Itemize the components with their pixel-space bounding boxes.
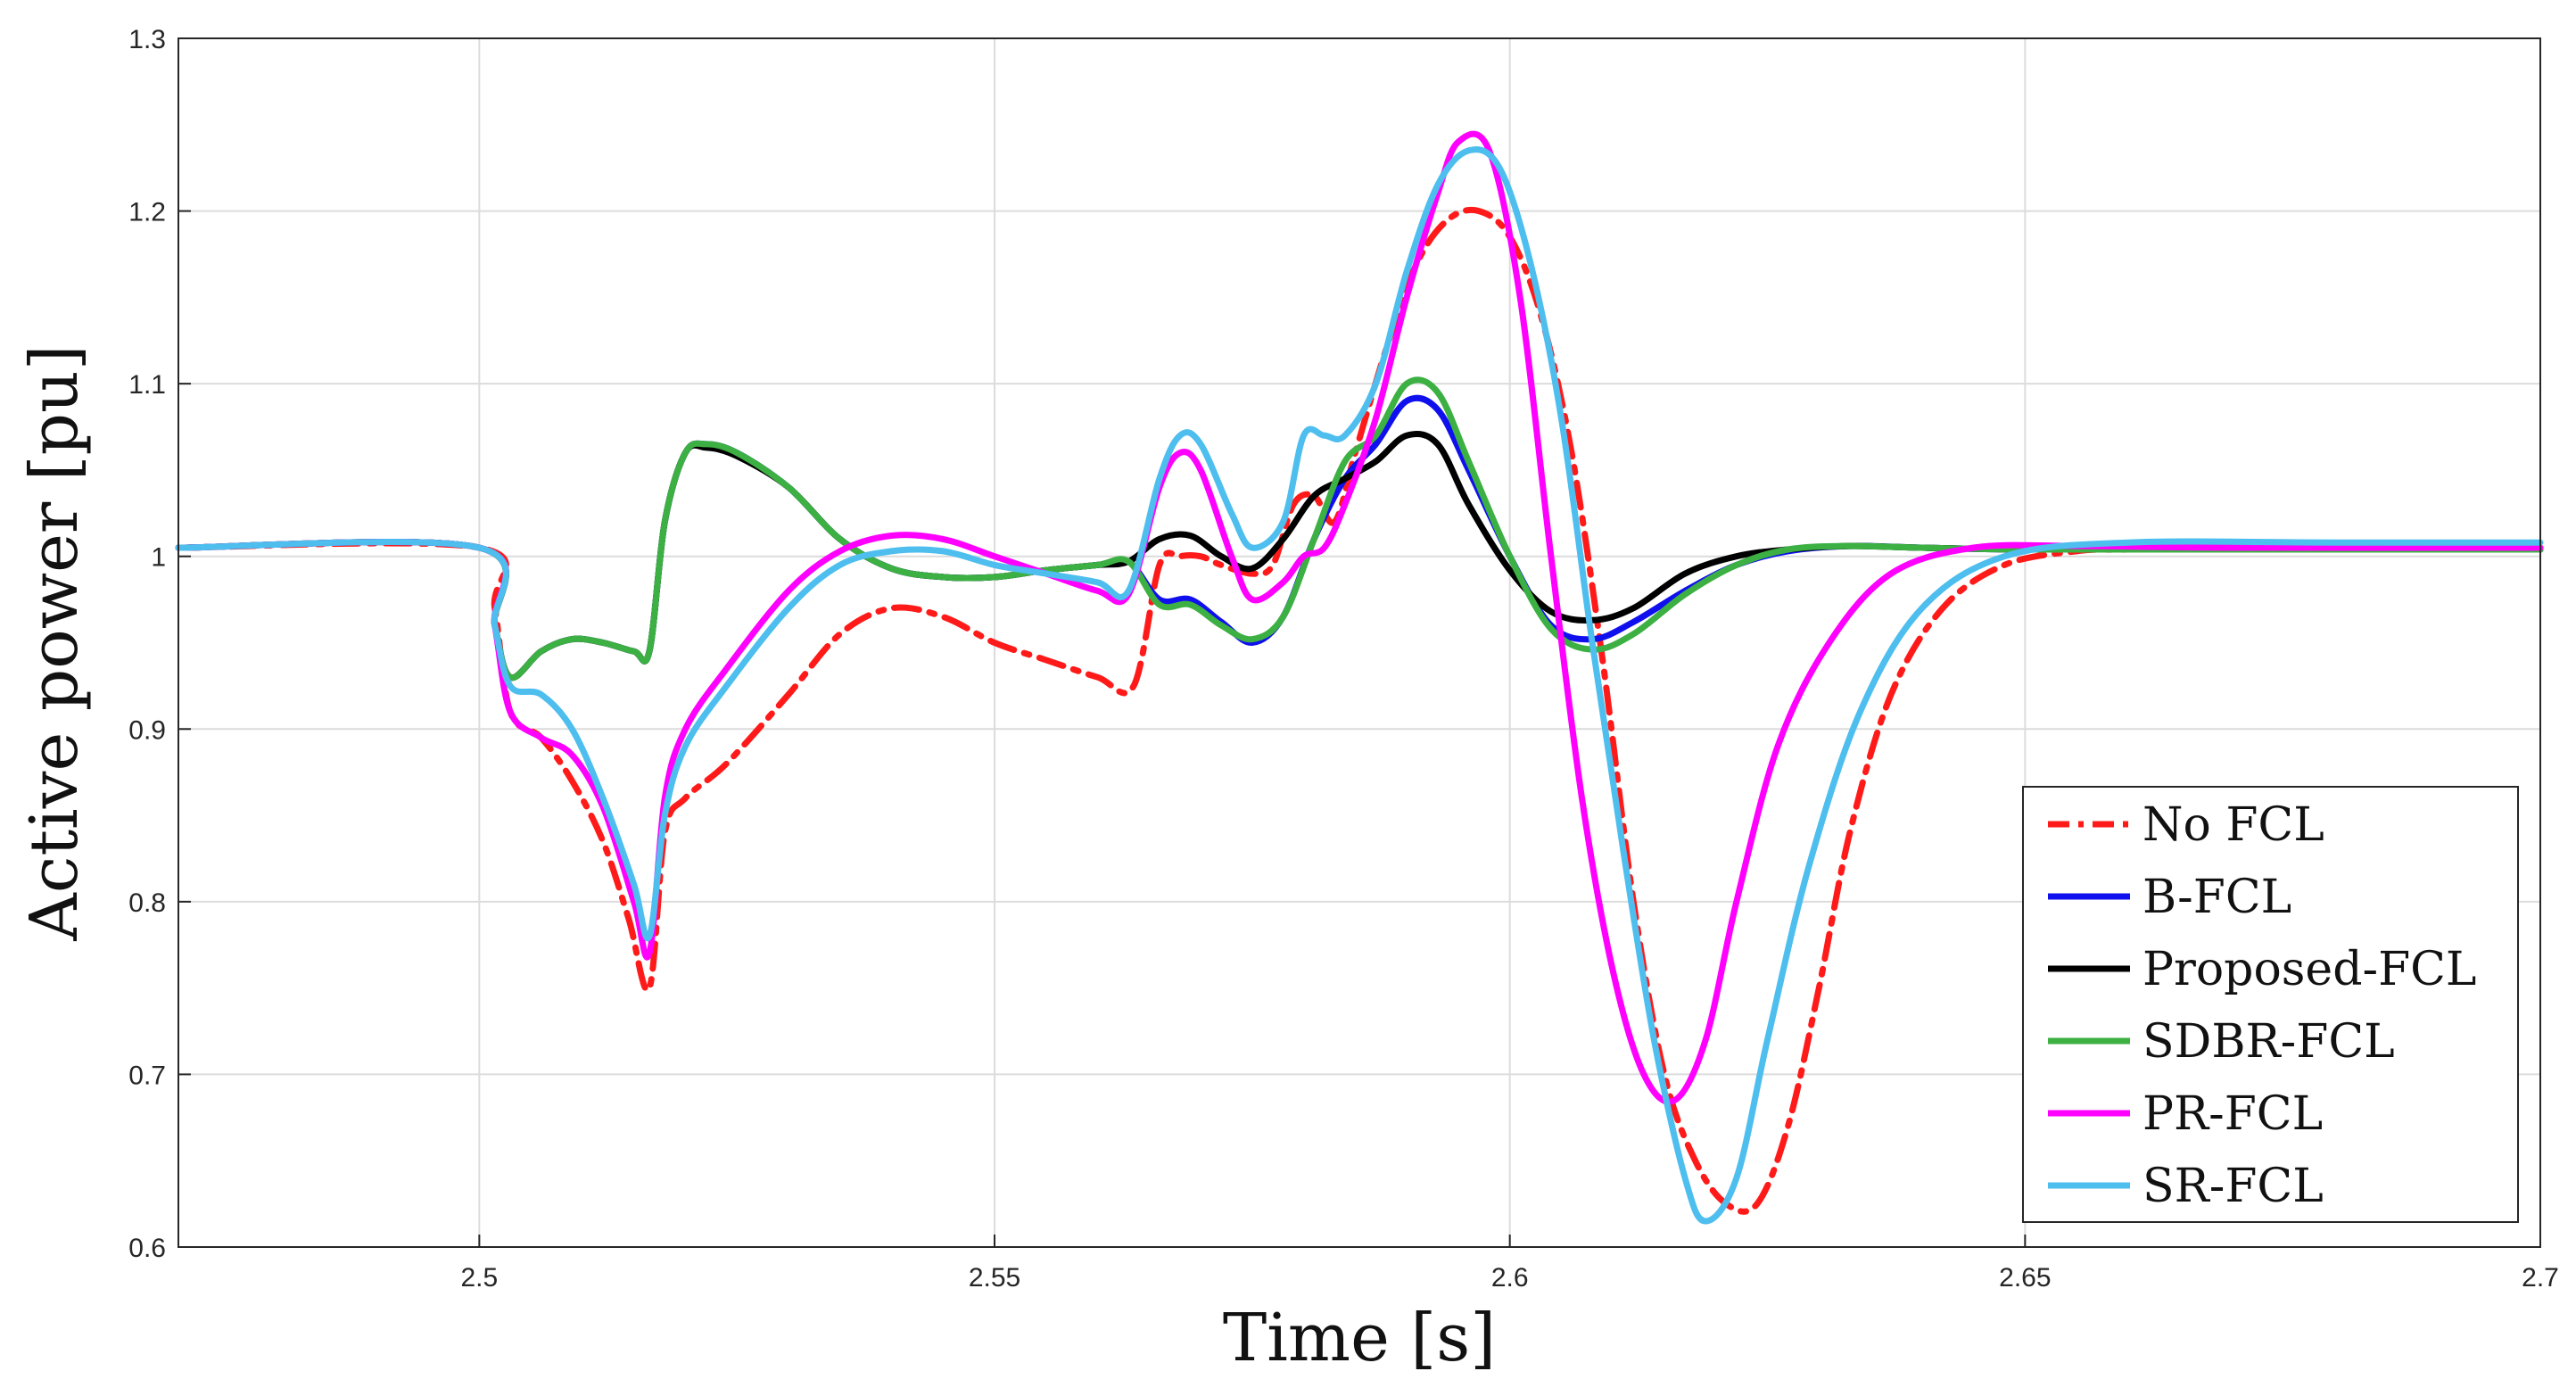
y-tick-label: 0.9 xyxy=(128,715,166,745)
y-tick-label: 1.2 xyxy=(128,198,166,227)
x-tick-label: 2.7 xyxy=(2522,1263,2559,1293)
x-tick-label: 2.5 xyxy=(460,1263,498,1293)
y-tick-label: 1.1 xyxy=(128,370,166,400)
legend-label-sr-fcl: SR-FCL xyxy=(2143,1160,2324,1213)
legend-box xyxy=(2022,786,2519,1223)
legend-label-no-fcl: No FCL xyxy=(2143,798,2324,852)
legend-label-proposed-fcl: Proposed-FCL xyxy=(2143,943,2476,996)
axes-box xyxy=(178,37,2541,1248)
y-axis-label: Active power [pu] xyxy=(16,344,93,941)
series-line-pr-fcl xyxy=(175,130,2544,1105)
series-line-sr-fcl xyxy=(175,146,2544,1225)
legend: No FCL B-FCL Proposed-FCL SDBR-FCL PR-FCL SR-… xyxy=(2022,786,2519,1223)
legend-label-pr-fcl: PR-FCL xyxy=(2143,1087,2323,1141)
legend-label-b-fcl: B-FCL xyxy=(2143,871,2291,924)
y-tick-label: 1.3 xyxy=(128,25,166,54)
x-tick-label: 2.65 xyxy=(1999,1263,2051,1293)
y-tick-label: 0.8 xyxy=(128,888,166,918)
y-tick-label: 1 xyxy=(151,543,166,573)
x-axis-label: Time [s] xyxy=(1223,1300,1496,1376)
x-tick-label: 2.6 xyxy=(1491,1263,1529,1293)
x-tick-label: 2.55 xyxy=(969,1263,1020,1293)
series-lines xyxy=(175,130,2544,1225)
series-line-sdbr-fcl xyxy=(175,376,2544,681)
legend-label-sdbr-fcl: SDBR-FCL xyxy=(2143,1015,2395,1069)
y-tick-label: 0.7 xyxy=(128,1061,166,1090)
y-tick-label: 0.6 xyxy=(128,1234,166,1263)
ticks: 2.5 2.55 2.6 2.65 2.7 0.6 0.7 0.8 0.9 1 1.1 1.2 1.3 xyxy=(128,25,2559,1293)
